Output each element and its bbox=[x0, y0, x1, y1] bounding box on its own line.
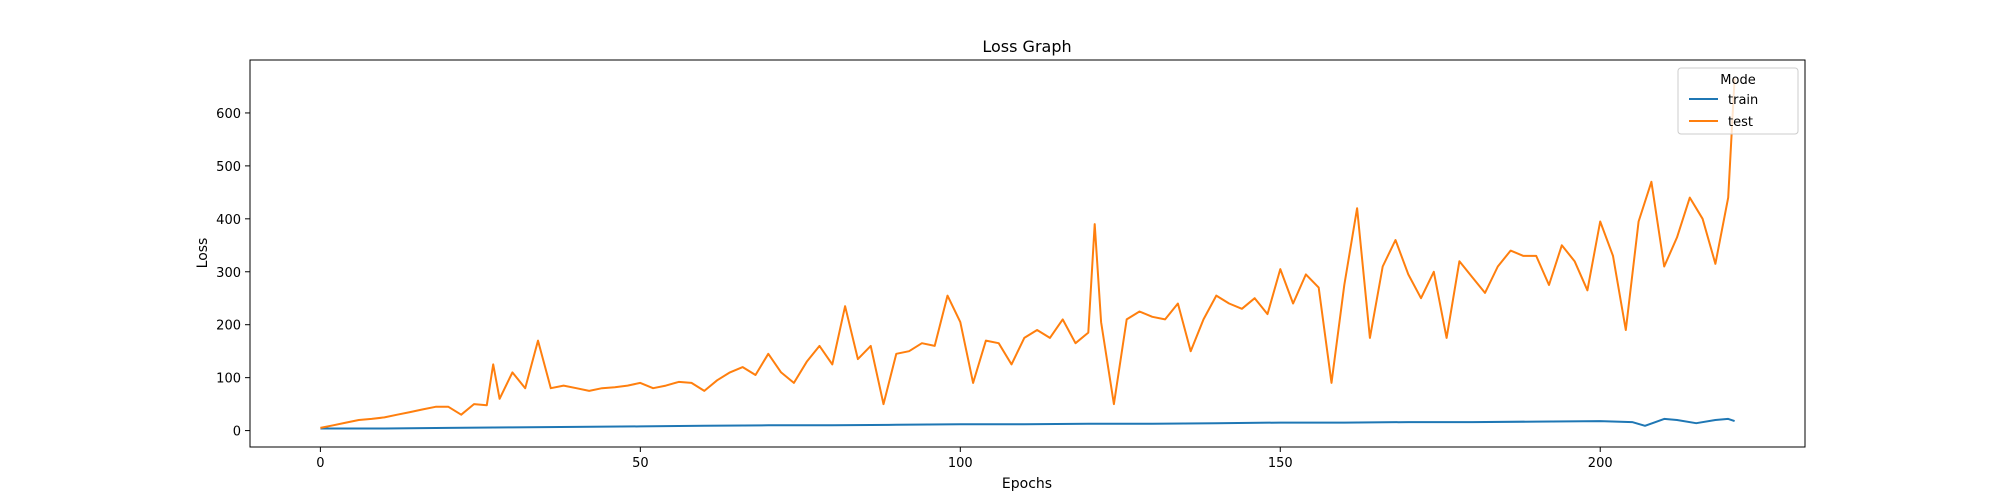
y-tick-label: 400 bbox=[216, 213, 241, 228]
x-tick-label: 150 bbox=[1268, 456, 1293, 471]
x-tick-label: 100 bbox=[948, 456, 973, 471]
chart-title: Loss Graph bbox=[982, 37, 1071, 56]
y-tick-label: 500 bbox=[216, 160, 241, 175]
series-line-test bbox=[320, 78, 1736, 429]
legend-box bbox=[1677, 67, 1799, 135]
y-tick-label: 200 bbox=[216, 319, 241, 334]
y-tick-label: 300 bbox=[216, 266, 241, 281]
legend: Mode train test bbox=[1677, 67, 1799, 135]
series-layer bbox=[320, 78, 1736, 430]
series-line-train bbox=[320, 417, 1735, 430]
legend-title: Mode bbox=[1720, 73, 1755, 88]
y-tick-label: 100 bbox=[216, 372, 241, 387]
y-axis-ticks: 0 100 200 300 400 500 600 bbox=[216, 107, 250, 440]
x-axis-label: Epochs bbox=[1002, 476, 1052, 492]
x-tick-label: 200 bbox=[1588, 456, 1613, 471]
x-tick-label: 0 bbox=[316, 456, 324, 471]
plot-area bbox=[250, 60, 1805, 447]
x-axis-ticks: 0 50 100 150 200 bbox=[316, 447, 1613, 471]
legend-label-train: train bbox=[1728, 93, 1758, 108]
legend-label-test: test bbox=[1728, 115, 1753, 130]
plot-frame bbox=[249, 59, 1806, 448]
y-tick-label: 0 bbox=[233, 425, 241, 440]
y-axis-label: Loss bbox=[195, 238, 211, 269]
x-tick-label: 50 bbox=[632, 456, 649, 471]
y-tick-label: 600 bbox=[216, 107, 241, 122]
